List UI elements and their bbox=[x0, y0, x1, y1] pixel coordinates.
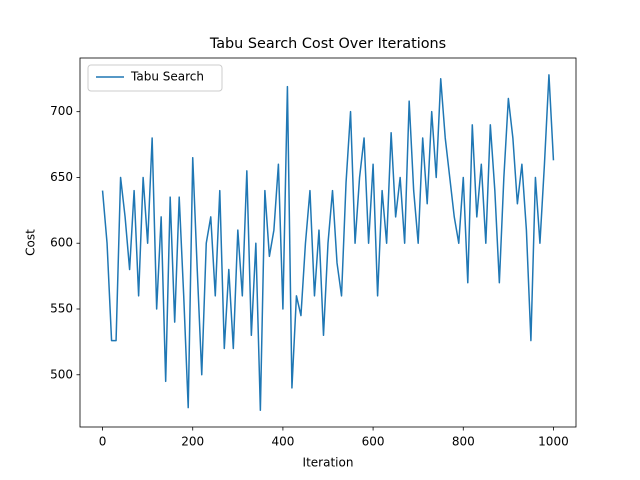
y-tick-label: 600 bbox=[50, 236, 73, 250]
x-tick-label: 1000 bbox=[538, 435, 569, 449]
x-tick-label: 400 bbox=[271, 435, 294, 449]
y-tick-label: 500 bbox=[50, 367, 73, 381]
y-axis-label: Cost bbox=[24, 229, 38, 256]
legend-label: Tabu Search bbox=[130, 70, 204, 84]
y-tick-label: 650 bbox=[50, 170, 73, 184]
y-tick-label: 550 bbox=[50, 301, 73, 315]
chart-title: Tabu Search Cost Over Iterations bbox=[209, 36, 446, 52]
x-tick-label: 0 bbox=[99, 435, 107, 449]
x-tick-label: 200 bbox=[181, 435, 204, 449]
x-tick-label: 600 bbox=[362, 435, 385, 449]
axes-frame bbox=[79, 57, 577, 428]
line-series bbox=[101, 74, 555, 412]
y-tick-label: 700 bbox=[50, 104, 73, 118]
x-axis-label: Iteration bbox=[303, 456, 354, 470]
x-tick-label: 800 bbox=[452, 435, 475, 449]
legend-box bbox=[87, 64, 223, 92]
